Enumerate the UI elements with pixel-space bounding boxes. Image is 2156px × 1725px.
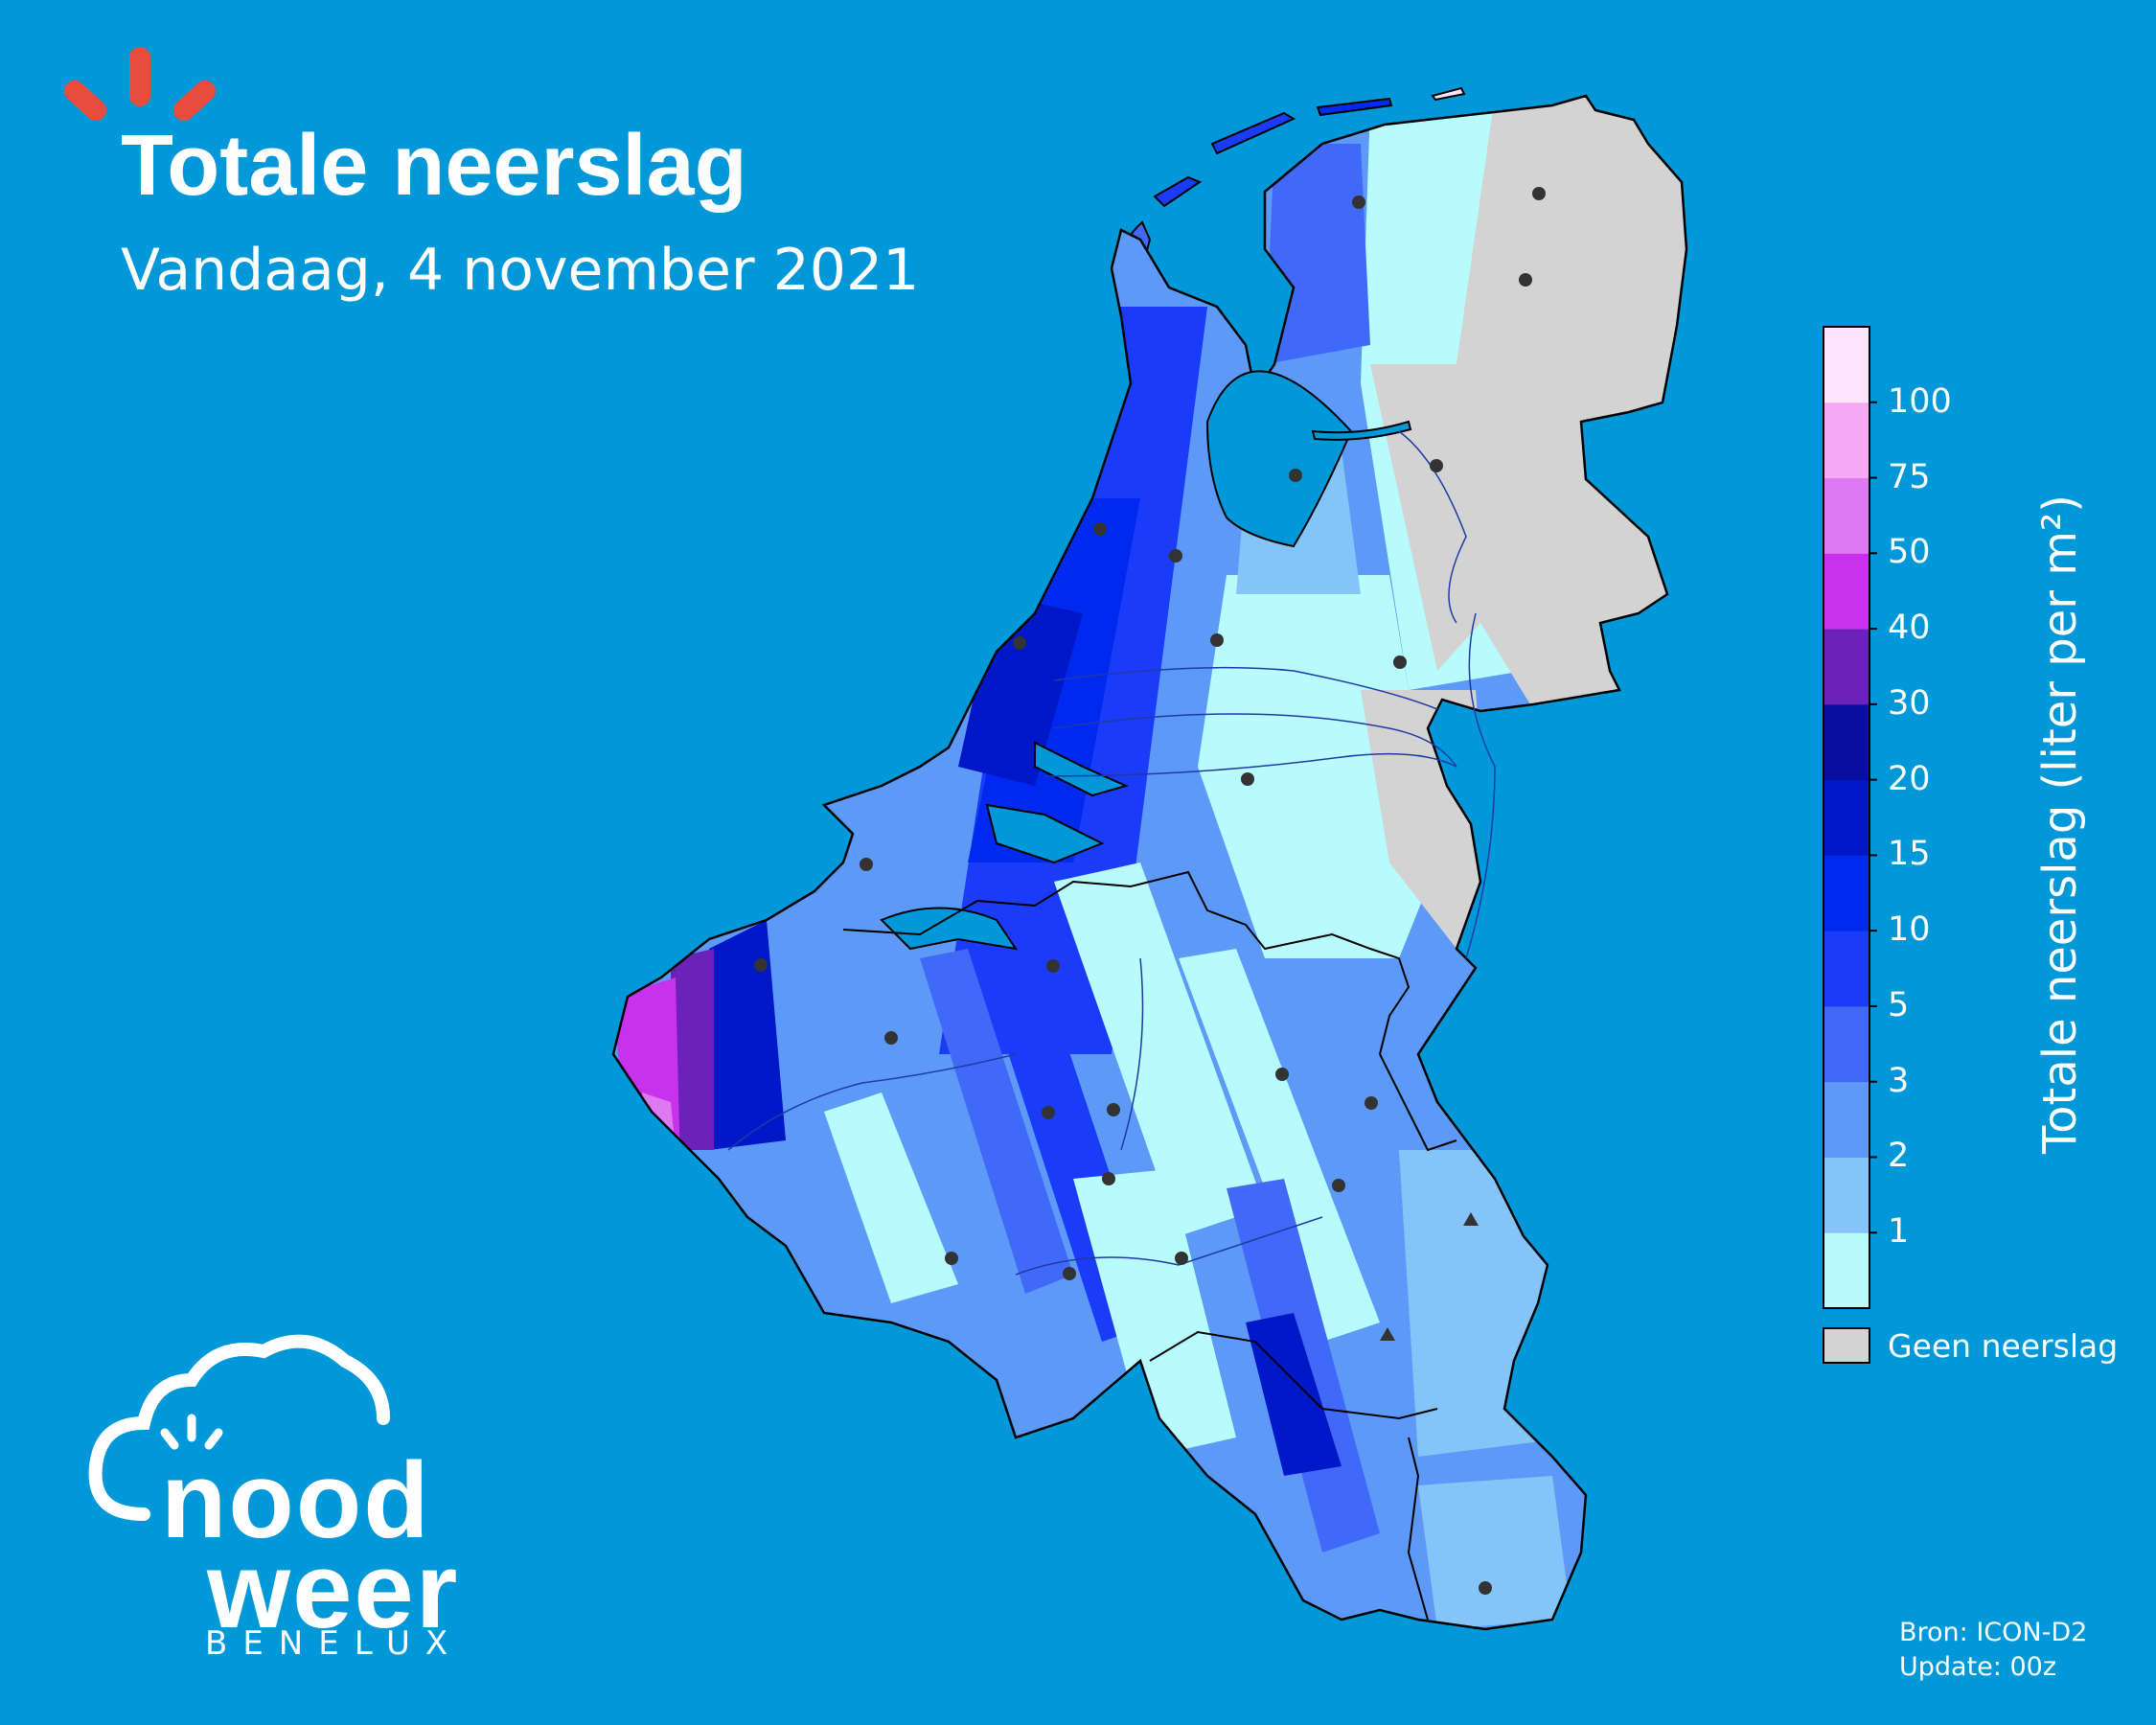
colorbar-bin xyxy=(1823,1081,1869,1158)
inland-water xyxy=(880,370,1412,951)
no-data-swatch xyxy=(1823,1327,1870,1364)
colorbar-tick-label: 5 xyxy=(1888,985,1910,1024)
brand-name-2: weer xyxy=(207,1530,460,1650)
map-subtitle: Vandaag, 4 november 2021 xyxy=(121,237,920,304)
colorbar-tick-label: 75 xyxy=(1888,457,1931,496)
colorbar-frame xyxy=(1823,326,1870,1309)
colorbar-bin xyxy=(1823,703,1869,781)
colorbar-tick-label: 3 xyxy=(1888,1061,1910,1100)
colorbar-bin xyxy=(1823,553,1869,630)
colorbar-tick-label: 15 xyxy=(1888,835,1931,874)
country-borders xyxy=(842,870,1457,1621)
colorbar-tick-label: 20 xyxy=(1888,759,1931,798)
colorbar-bin xyxy=(1823,477,1869,554)
colorbar-bin xyxy=(1823,931,1869,1007)
colorbar-tick-label: 2 xyxy=(1888,1137,1910,1176)
colorbar-bin xyxy=(1823,855,1869,932)
no-data-label: Geen neerslag xyxy=(1888,1327,2119,1365)
colorbar-tick-label: 1 xyxy=(1888,1212,1910,1252)
colorbar-bin xyxy=(1823,1157,1869,1233)
update-line: Update: 00z xyxy=(1899,1652,2056,1683)
brand-tagline: BENELUX xyxy=(205,1624,464,1663)
colorbar-tick-label: 40 xyxy=(1888,609,1931,648)
rivers xyxy=(727,430,1496,1276)
colorbar-tick-label: 50 xyxy=(1888,533,1931,572)
coastline xyxy=(611,94,1688,1631)
colorbar-bin xyxy=(1823,402,1869,479)
colorbar-bin xyxy=(1823,1005,1869,1083)
colorbar-tick-label: 10 xyxy=(1888,910,1931,950)
source-line: Bron: ICON-D2 xyxy=(1899,1618,2088,1647)
colorbar-bin xyxy=(1823,629,1869,705)
city-markers xyxy=(754,187,1546,1595)
colorbar-tick-label: 100 xyxy=(1888,381,1952,421)
source-info: Bron: ICON-D2 Update: 00z xyxy=(1899,1616,2087,1686)
colorbar-bin xyxy=(1823,1232,1869,1309)
brand-name-1: nood xyxy=(161,1440,431,1560)
map-title: Totale neerslag xyxy=(121,118,747,214)
colorbar-bin xyxy=(1823,327,1869,403)
colorbar-bin xyxy=(1823,779,1869,856)
colorbar-tick-label: 30 xyxy=(1888,683,1931,723)
